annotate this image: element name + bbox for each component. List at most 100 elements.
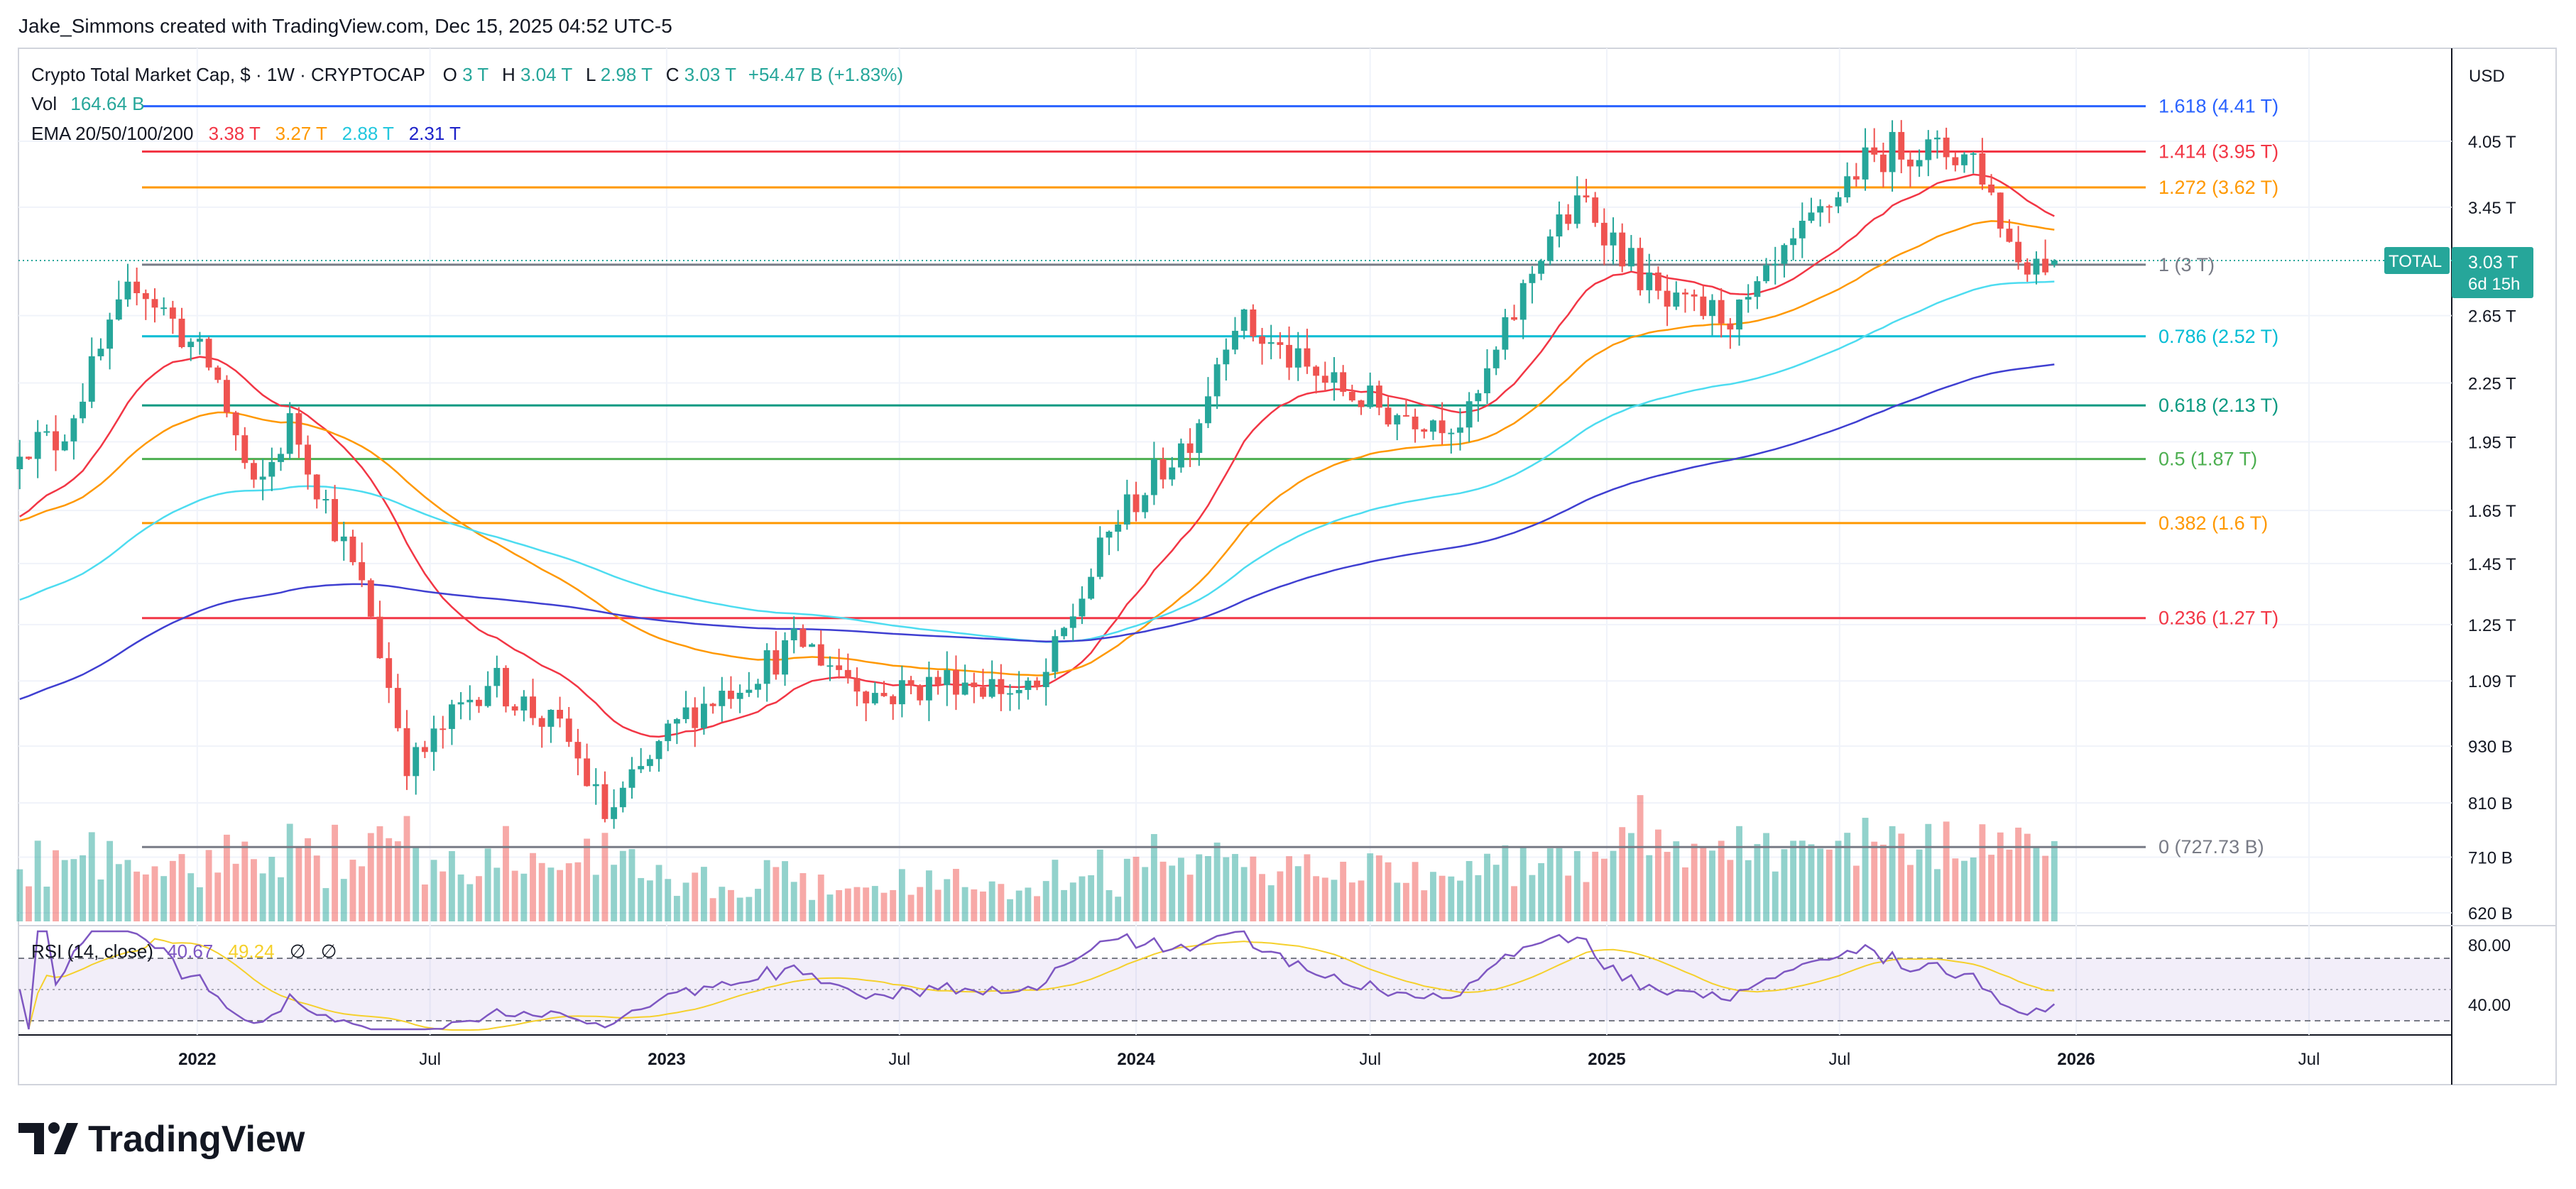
candle-body [511, 706, 518, 711]
candle-body [592, 784, 599, 787]
volume-bar [1475, 875, 1482, 921]
price-axis-label: 930 B [2468, 738, 2513, 757]
price-axis[interactable]: 4.05 T 3.45 T 2.65 T 2.25 T 1.95 T 1.65 T 1.45… [2468, 133, 2516, 924]
time-axis-label: Jul [1828, 1050, 1850, 1069]
candle-body [998, 679, 1005, 694]
volume-bar [709, 898, 716, 921]
legend-rsi-na-2: ∅ [321, 941, 337, 962]
time-axis[interactable]: 2022 Jul 2023 Jul 2024 Jul 2025 Jul 2026 Jul [178, 1050, 2320, 1069]
chart-frame [18, 48, 2557, 1085]
volume-bar [853, 887, 861, 921]
candle-body [1340, 372, 1347, 393]
candle-body [205, 339, 212, 368]
currency-label[interactable]: USD [2469, 67, 2505, 86]
candle-body [1150, 459, 1157, 495]
candle-body [403, 728, 410, 777]
candle-body [413, 747, 420, 777]
svg-text:RSI (14, close) 40.67: RSI (14, close) 40.67 49.24 ∅ ∅ [31, 941, 337, 962]
candle-body [169, 307, 176, 319]
volume-bar [1096, 849, 1103, 921]
candle-body [1997, 192, 2004, 229]
candle-body [1808, 212, 1815, 221]
volume-bar [466, 884, 474, 921]
candle-body [151, 299, 158, 308]
volume-bar [907, 894, 915, 921]
fib-layer: 1.618 (4.41 T) 1.414 (3.95 T) 1.272 (3.62 … [18, 96, 2452, 857]
candle-body [88, 356, 95, 402]
candle-body [1286, 344, 1293, 368]
volume-bar [1232, 854, 1238, 921]
candle-body [1781, 245, 1788, 264]
volume-bar [1573, 850, 1581, 921]
candle-body [601, 784, 608, 819]
volume-bar [1691, 843, 1698, 921]
candle-body [1511, 317, 1517, 320]
candle-body [971, 682, 978, 688]
volume-bar [1610, 850, 1617, 921]
legend-ema-label[interactable]: EMA 20/50/100/200 [31, 123, 193, 144]
candle-body [673, 719, 680, 724]
volume-bar [836, 890, 843, 921]
candle-body [1799, 220, 1806, 239]
volume-bar [953, 869, 959, 921]
candle-body [1052, 636, 1059, 672]
candle-body [907, 680, 915, 686]
legend-low-value: 2.98 T [601, 64, 653, 85]
volume-bar [601, 833, 608, 921]
volume-bar [305, 838, 311, 921]
fib-label: 0 (727.73 B) [2159, 836, 2264, 857]
candle-body [1421, 429, 1428, 432]
candle-body [638, 766, 645, 769]
candle-body [619, 787, 626, 808]
tradingview-logo[interactable]: TradingView [18, 1119, 305, 1160]
fib-label: 1.272 (3.62 T) [2159, 177, 2278, 198]
legend-symbol[interactable]: Crypto Total Market Cap, $ · 1W · CRYPTO… [31, 64, 425, 85]
volume-bar [1412, 862, 1419, 921]
candle-body [1979, 153, 1986, 185]
candle-body [728, 691, 734, 699]
volume-bar [34, 840, 41, 921]
volume-bar [971, 889, 978, 921]
candle-body [268, 461, 275, 477]
fib-label: 0.5 (1.87 T) [2159, 449, 2257, 470]
volume-bar [1466, 860, 1473, 921]
candle-body [1871, 147, 1878, 155]
volume-bar [367, 833, 374, 921]
candle-body [961, 682, 968, 695]
candle-body [1213, 364, 1221, 397]
candle-body [1772, 263, 1779, 265]
volume-bar [1250, 856, 1257, 921]
candle-body [1304, 348, 1311, 367]
legend-rsi-label[interactable]: RSI (14, close) [31, 941, 153, 962]
candle-body [1475, 393, 1482, 402]
volume-bar [520, 873, 528, 921]
legend-ema200: 2.31 T [409, 123, 461, 144]
volume-bar [1988, 855, 1994, 921]
volume-bar [2024, 833, 2031, 921]
price-axis-label: 1.25 T [2468, 616, 2516, 635]
candle-body [746, 689, 753, 693]
candle-body [1259, 336, 1265, 344]
volume-bar [80, 855, 87, 921]
candle-body [1025, 680, 1032, 690]
candle-body [1385, 407, 1392, 424]
volume-bar [1385, 862, 1392, 921]
volume-bar [1448, 876, 1455, 921]
volume-bar [1169, 865, 1176, 921]
candle-body [934, 676, 942, 686]
candle-body [1331, 372, 1338, 383]
volume-bar [26, 886, 32, 921]
volume-bar [1492, 865, 1500, 921]
legend-rsi-na-1: ∅ [290, 941, 306, 962]
legend-vol-label[interactable]: Vol [31, 93, 57, 114]
volume-bar [1844, 833, 1851, 921]
candle-body [367, 580, 374, 617]
candle-body [448, 704, 455, 729]
candle-body [241, 435, 249, 464]
candle-body [322, 498, 329, 500]
volume-bar [1852, 865, 1860, 921]
volume-bar [530, 853, 536, 921]
candle-body [1817, 206, 1824, 213]
volume-bar [655, 865, 662, 921]
volume-bar [178, 854, 185, 921]
